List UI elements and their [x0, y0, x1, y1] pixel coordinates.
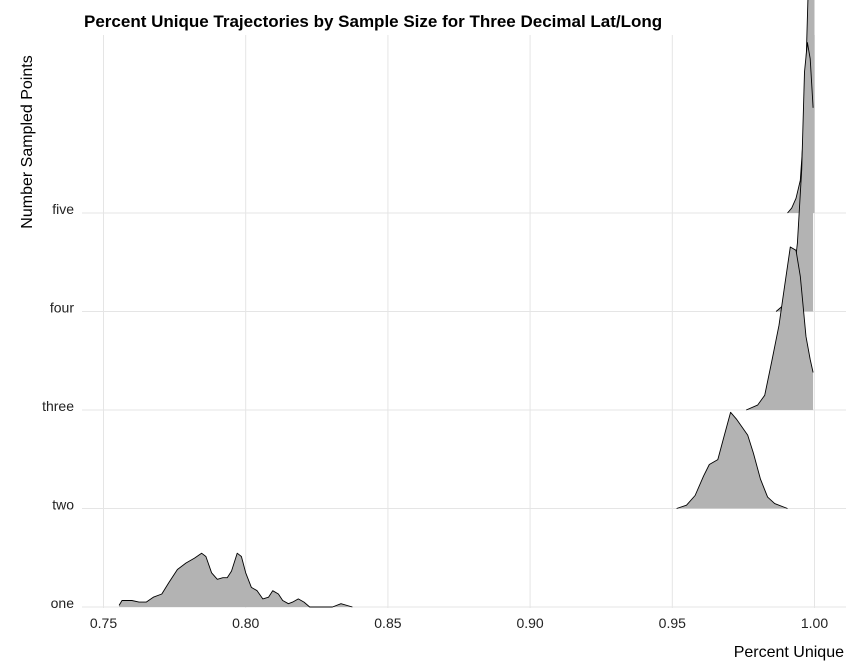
y-tick-label-four: four: [50, 300, 74, 316]
chart-title: Percent Unique Trajectories by Sample Si…: [84, 12, 662, 31]
y-axis-tick-labels: one two three four five: [42, 201, 74, 611]
y-tick-label-five: five: [52, 201, 74, 217]
gridlines: [82, 35, 846, 608]
x-tick-label-0: 0.75: [90, 615, 117, 631]
x-tick-label-4: 0.95: [659, 615, 686, 631]
x-axis-tick-labels: 0.75 0.80 0.85 0.90 0.95 1.00: [90, 615, 828, 631]
x-axis-title: Percent Unique: [734, 644, 844, 661]
y-tick-label-one: one: [51, 595, 75, 611]
x-tick-label-1: 0.80: [232, 615, 259, 631]
ridge-two: [676, 412, 788, 509]
y-tick-label-three: three: [42, 398, 74, 414]
ridge-three: [746, 247, 814, 410]
ridge-outline-two: [676, 411, 788, 509]
x-tick-label-3: 0.90: [516, 615, 543, 631]
ridge-one: [119, 553, 353, 607]
density-ridges: [118, 0, 815, 608]
ridge-outline-three: [746, 246, 814, 411]
y-tick-label-two: two: [52, 497, 74, 513]
y-axis-title: Number Sampled Points: [19, 55, 36, 228]
x-tick-label-5: 1.00: [801, 615, 828, 631]
x-tick-label-2: 0.85: [374, 615, 401, 631]
ridge-outline-one: [118, 552, 353, 608]
